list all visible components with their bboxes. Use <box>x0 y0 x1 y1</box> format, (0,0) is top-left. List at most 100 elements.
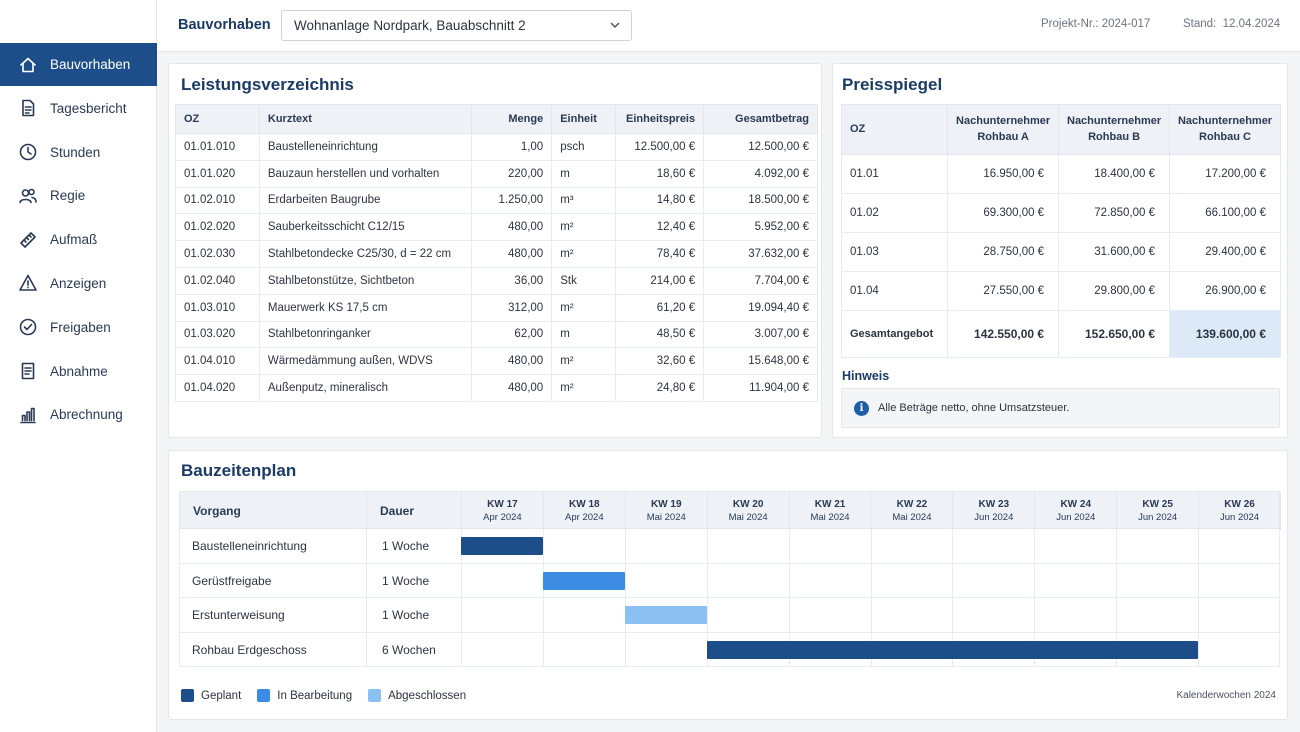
gantt-gridline <box>179 529 180 667</box>
lv-row[interactable]: 01.03.010 Mauerwerk KS 17,5 cm 312,00 m² 61,… <box>175 293 818 322</box>
lv-cell: Baustelleneinrichtung <box>258 133 473 161</box>
gantt-week-header: KW 19 Mai 2024 <box>626 492 708 530</box>
lv-cell: 01.01.020 <box>175 159 260 188</box>
stand-date: Stand: 12.04.2024 <box>1183 18 1280 30</box>
ps-row: 01.03 28.750,00 €31.600,00 €29.400,00 € <box>840 232 1281 272</box>
sidebar-item-anzeigen[interactable]: Anzeigen <box>0 262 157 305</box>
gantt-week-header: KW 22 Mai 2024 <box>872 492 954 530</box>
lv-title: Leistungsverzeichnis <box>181 75 354 94</box>
lv-cell: Stahlbetondecke C25/30, d = 22 cm <box>258 240 473 268</box>
lv-row[interactable]: 01.03.020 Stahlbetonringanker 62,00 m 48,50 … <box>175 320 818 349</box>
month-label: Jun 2024 <box>1219 512 1260 523</box>
task-name: Baustelleneinrichtung <box>192 539 307 554</box>
ps-cell: 18.400,00 € <box>1058 154 1171 194</box>
legend-swatch <box>257 689 271 702</box>
sidebar-item-tagesbericht[interactable]: Tagesbericht <box>0 87 157 130</box>
lv-cell: 3.007,00 € <box>703 320 818 349</box>
ps-total-row: Gesamtangebot 142.550,00 €152.650,00 €139… <box>840 310 1281 358</box>
stand-value: 12.04.2024 <box>1222 18 1281 30</box>
hinweis-box: i Alle Beträge netto, ohne Umsatzsteuer. <box>841 388 1280 428</box>
lv-cell: 214,00 € <box>615 266 705 295</box>
lv-cell: 480,00 <box>471 347 553 376</box>
ps-total-cell: Gesamtangebot <box>840 310 949 358</box>
gantt-week-header: KW 18 Apr 2024 <box>544 492 626 530</box>
gantt-bar[interactable] <box>461 537 543 556</box>
ps-row: 01.01 16.950,00 €18.400,00 €17.200,00 € <box>840 154 1281 194</box>
bidder-line: Rohbau B <box>1088 130 1141 143</box>
lv-col-kurztext[interactable]: Kurztext <box>258 104 473 134</box>
gantt-week-header: KW 20 Mai 2024 <box>708 492 790 530</box>
sidebar-item-abrechnung[interactable]: Abrechnung <box>0 393 157 436</box>
ps-total-cell: 142.550,00 € <box>947 310 1060 358</box>
week-label: KW 26 <box>1224 499 1255 510</box>
sidebar-item-freigaben[interactable]: Freigaben <box>0 306 157 349</box>
lv-row[interactable]: 01.04.010 Wärmedämmung außen, WDVS 480,00 m… <box>175 347 818 376</box>
project-select[interactable]: Wohnanlage Nordpark, Bauabschnitt 2 <box>281 10 632 41</box>
ps-cell: 29.800,00 € <box>1058 271 1171 311</box>
ps-total-cell: 152.650,00 € <box>1058 310 1171 358</box>
ruler-icon <box>18 230 38 250</box>
lv-cell: Außenputz, mineralisch <box>258 374 473 402</box>
month-label: Mai 2024 <box>728 512 768 523</box>
lv-cell: 24,80 € <box>615 374 705 402</box>
lv-row[interactable]: 01.01.020 Bauzaun herstellen und vorhalte… <box>175 159 818 188</box>
gantt-row <box>179 529 1280 564</box>
legend-item: Geplant <box>181 689 241 702</box>
sidebar-item-stunden[interactable]: Stunden <box>0 131 157 174</box>
gantt-col-dauer: Dauer <box>367 492 462 530</box>
sidebar-item-label: Abrechnung <box>50 407 123 423</box>
month-label: Mai 2024 <box>892 512 932 523</box>
lv-row[interactable]: 01.02.010 Erdarbeiten Baugrube 1.250,00 m³ 1… <box>175 186 818 215</box>
lv-row[interactable]: 01.01.010 Baustelleneinrichtung 1,00 psch 12… <box>175 133 818 161</box>
gantt-gridline <box>952 529 954 667</box>
lv-cell: m³ <box>551 186 617 215</box>
clipboard-icon <box>18 361 38 381</box>
chevron-down-icon <box>610 22 620 29</box>
lv-col-einheitspreis[interactable]: Einheitspreis <box>615 104 705 134</box>
gantt-bar[interactable] <box>706 640 1199 659</box>
lv-col-gesamtbetrag[interactable]: Gesamtbetrag <box>703 104 818 134</box>
gantt-chart: Vorgang Dauer KW 17 Apr 2024 KW 18 Apr 2024 KW… <box>179 491 1281 667</box>
sidebar-item-regie[interactable]: Regie <box>0 174 157 217</box>
sidebar-item-bauvorhaben[interactable]: Bauvorhaben <box>0 43 157 86</box>
week-label: KW 24 <box>1060 499 1092 510</box>
lv-cell: m² <box>551 347 617 376</box>
lv-cell: 36,00 <box>471 266 553 295</box>
month-label: Mai 2024 <box>810 512 850 523</box>
lv-cell: 01.02.010 <box>175 186 260 215</box>
lv-row[interactable]: 01.04.020 Außenputz, mineralisch 480,00 m² 2… <box>175 374 818 402</box>
lv-row[interactable]: 01.02.020 Sauberkeitsschicht C12/15 480,00… <box>175 213 818 242</box>
task-name: Erstunterweisung <box>192 608 285 623</box>
gantt-gridline <box>788 529 790 667</box>
lv-col-oz[interactable]: OZ <box>175 104 260 134</box>
sidebar-item-label: Tagesbericht <box>50 100 127 116</box>
gantt-bar[interactable] <box>624 606 707 625</box>
lv-row[interactable]: 01.02.030 Stahlbetondecke C25/30, d = 22 … <box>175 240 818 268</box>
gantt-gridline <box>624 529 626 667</box>
bidder-line: Rohbau C <box>1199 130 1251 143</box>
gantt-week-header: KW 21 Mai 2024 <box>790 492 872 530</box>
month-label: Apr 2024 <box>483 512 522 523</box>
lv-cell: 12,40 € <box>615 213 705 242</box>
lv-col-einheit[interactable]: Einheit <box>551 104 617 134</box>
lv-cell: 220,00 <box>471 159 553 188</box>
month-label: Mai 2024 <box>646 512 686 523</box>
lv-cell: psch <box>551 133 617 161</box>
lv-col-menge[interactable]: Menge <box>471 104 553 134</box>
lv-cell: 14,80 € <box>615 186 705 215</box>
sidebar-item-aufmass[interactable]: Aufmaß <box>0 218 157 261</box>
gantt-gridline <box>542 529 544 667</box>
ps-total-best: 139.600,00 € <box>1169 310 1281 358</box>
gantt-bar[interactable] <box>542 571 625 590</box>
sidebar-item-abnahme[interactable]: Abnahme <box>0 350 157 393</box>
lv-cell: 78,40 € <box>615 240 705 268</box>
week-label: KW 18 <box>569 499 600 510</box>
calendar-footnote: Kalenderwochen 2024 <box>1176 690 1276 701</box>
info-icon: i <box>854 400 869 416</box>
lv-cell: 62,00 <box>471 320 553 349</box>
lv-row[interactable]: 01.02.040 Stahlbetonstütze, Sichtbeton 36,… <box>175 266 818 295</box>
gantt-row <box>179 633 1280 667</box>
lv-cell: m² <box>551 213 617 242</box>
lv-cell: Mauerwerk KS 17,5 cm <box>258 293 473 322</box>
sidebar-item-label: Anzeigen <box>50 275 107 291</box>
